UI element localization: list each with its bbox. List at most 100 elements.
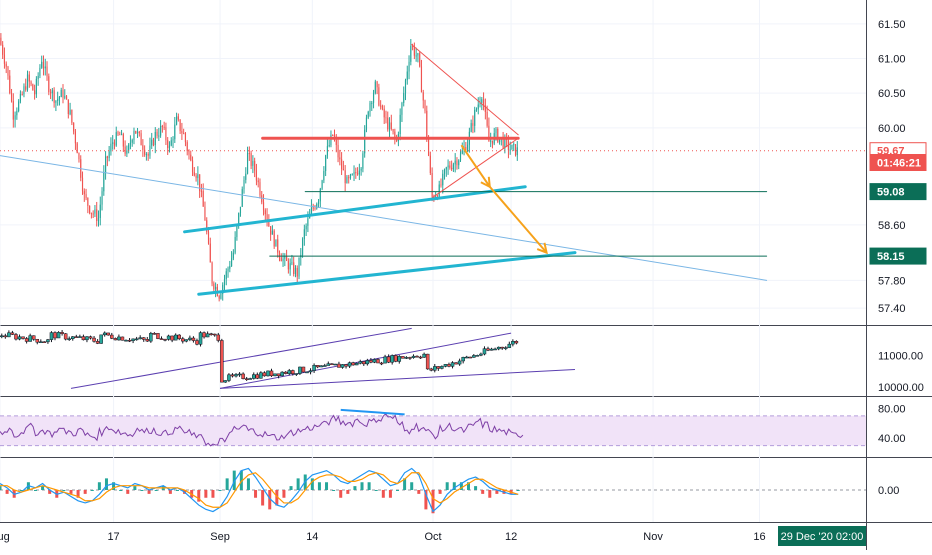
candle-body bbox=[32, 84, 34, 91]
rsi-tick-label: 80.00 bbox=[878, 403, 906, 415]
macd-line[interactable] bbox=[0, 467, 519, 513]
macd-histogram-bar bbox=[62, 490, 66, 491]
volume-candle-body bbox=[468, 356, 473, 359]
volume-candle-body bbox=[17, 336, 22, 340]
candle-body bbox=[456, 160, 458, 166]
candle-body bbox=[19, 94, 21, 102]
candle-body bbox=[42, 61, 45, 69]
candle-body bbox=[232, 252, 234, 259]
volume-candle-body bbox=[337, 363, 341, 368]
light-trendline[interactable] bbox=[0, 155, 768, 281]
candle-body bbox=[149, 145, 151, 156]
volume-candle-body bbox=[117, 336, 121, 341]
candle-body bbox=[353, 172, 355, 175]
price-tick-label: 58.60 bbox=[878, 220, 906, 232]
candle-body bbox=[128, 144, 130, 151]
volume-candle-body bbox=[369, 360, 373, 363]
candle-body bbox=[486, 112, 488, 126]
candle-body bbox=[112, 142, 114, 144]
volume-candle-body bbox=[113, 338, 118, 341]
price-tick-label: 57.80 bbox=[878, 275, 906, 287]
projection-arrow[interactable] bbox=[460, 144, 491, 188]
volume-candle-body bbox=[340, 364, 345, 368]
volume-candle-body bbox=[429, 368, 433, 371]
volume-candle-body bbox=[496, 346, 501, 350]
candle-body bbox=[129, 142, 132, 145]
candle-body bbox=[339, 157, 341, 160]
rsi-line[interactable] bbox=[0, 413, 524, 447]
macd-histogram-bar bbox=[481, 490, 485, 494]
candle-body bbox=[509, 149, 511, 151]
volume-channel-line[interactable] bbox=[219, 332, 512, 389]
candle-body bbox=[204, 206, 206, 221]
volume-candle-body bbox=[276, 373, 281, 377]
candle-body bbox=[106, 156, 108, 159]
candle-body bbox=[229, 266, 231, 269]
macd-histogram-bar bbox=[119, 490, 123, 491]
price-label-text: 58.15 bbox=[877, 251, 905, 263]
candle-body bbox=[105, 156, 107, 173]
macd-histogram-bar bbox=[147, 490, 151, 494]
candle-body bbox=[96, 209, 98, 221]
candle-body bbox=[53, 90, 55, 103]
volume-candle-body bbox=[259, 372, 263, 379]
candle-body bbox=[94, 209, 96, 214]
macd-histogram-bar bbox=[374, 490, 378, 491]
candle-body bbox=[351, 174, 353, 176]
candle-body bbox=[422, 92, 424, 101]
volume-candle-body bbox=[262, 372, 267, 377]
candle-body bbox=[170, 140, 172, 146]
candle-body bbox=[491, 140, 494, 144]
candle-body bbox=[48, 76, 50, 93]
macd-histogram-bar bbox=[289, 486, 293, 490]
candle-body bbox=[268, 221, 270, 227]
candle-body bbox=[465, 147, 467, 152]
rsi-tick-label: 40.00 bbox=[878, 433, 906, 445]
candle-body bbox=[399, 114, 401, 135]
cyan-channel-lower-line[interactable] bbox=[197, 251, 577, 296]
candle-body bbox=[99, 204, 101, 218]
candle-body bbox=[314, 207, 316, 209]
candle-body bbox=[261, 195, 263, 203]
candle-body bbox=[514, 144, 517, 156]
volume-candle-body bbox=[315, 365, 320, 368]
rsi-divergence-line[interactable] bbox=[340, 408, 405, 416]
candle-body bbox=[481, 99, 483, 103]
candle-body bbox=[44, 66, 46, 69]
volume-candle-body bbox=[294, 373, 299, 375]
candle-body bbox=[49, 92, 52, 94]
candle-body bbox=[23, 86, 25, 95]
candle-body bbox=[415, 55, 417, 57]
candle-body bbox=[246, 153, 249, 174]
candle-body bbox=[470, 123, 472, 132]
volume-candle-body bbox=[415, 355, 419, 358]
candle-body bbox=[404, 80, 407, 94]
candle-body bbox=[479, 102, 481, 105]
projection-arrow[interactable] bbox=[489, 186, 548, 254]
wedge-upper-line[interactable] bbox=[411, 44, 519, 136]
volume-candle-body bbox=[127, 339, 132, 342]
volume-candle-body bbox=[464, 356, 469, 359]
macd-histogram-bar bbox=[296, 478, 300, 490]
volume-candle-body bbox=[433, 366, 437, 371]
volume-channel-line[interactable] bbox=[220, 368, 575, 389]
candle-body bbox=[184, 133, 187, 143]
cyan-channel-upper-line[interactable] bbox=[183, 185, 527, 234]
candle-body bbox=[426, 110, 428, 138]
macd-histogram-bar bbox=[396, 490, 400, 491]
volume-candle-body bbox=[365, 360, 370, 365]
volume-candle-body bbox=[120, 336, 125, 341]
macd-signal-line[interactable] bbox=[0, 472, 519, 508]
candle-body bbox=[417, 53, 419, 56]
volume-candle-body bbox=[252, 374, 256, 379]
candle-body bbox=[64, 96, 66, 98]
candle-body bbox=[190, 154, 192, 161]
volume-channel-line[interactable] bbox=[70, 327, 412, 389]
candle-body bbox=[367, 111, 369, 118]
candle-body bbox=[138, 131, 140, 134]
candle-body bbox=[83, 191, 85, 195]
candle-body bbox=[147, 154, 149, 156]
candle-body bbox=[458, 160, 460, 166]
